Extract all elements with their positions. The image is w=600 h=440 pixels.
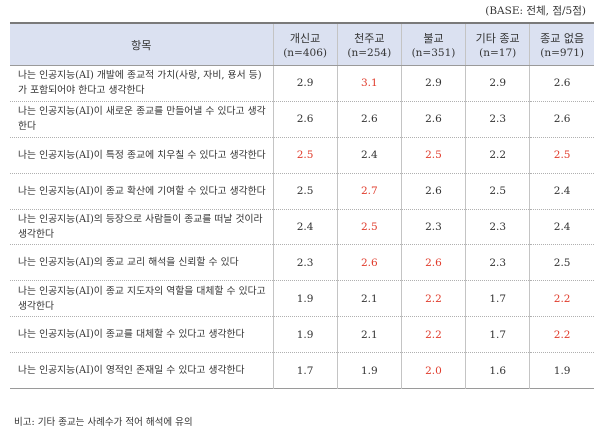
- survey-table: 항목 개신교 (n=406) 천주교 (n=254) 불교 (n=351) 기타 종교…: [10, 22, 594, 390]
- row-value: 1.6: [465, 352, 530, 389]
- table-row: 나는 인공지능(AI) 개발에 종교적 가치(사랑, 자비, 용서 등)가 포함…: [10, 65, 594, 102]
- row-item-text: 나는 인공지능(AI)이 영적인 존재일 수 있다고 생각한다: [18, 365, 245, 377]
- table-row: 나는 인공지능(AI)이 종교를 대체할 수 있다고 생각한다 1.9 2.1 2.2…: [10, 316, 594, 354]
- row-value: 2.6: [400, 101, 466, 138]
- column-name: 개신교: [289, 32, 321, 45]
- column-name: 천주교: [354, 32, 385, 45]
- row-value: 2.4: [529, 209, 594, 246]
- header-item-label: 항목: [10, 23, 274, 66]
- row-value: 2.6: [272, 101, 338, 138]
- row-value: 2.5: [465, 173, 530, 210]
- table-row: 나는 인공지능(AI)이 종교 지도자의 역할을 대체할 수 있다고 생각한다 1…: [10, 280, 594, 318]
- row-item-text: 나는 인공지능(AI)이 특정 종교에 치우칠 수 있다고 생각한다: [10, 137, 274, 174]
- header-column: 기타 종교 (n=17): [465, 23, 530, 66]
- row-value: 2.4: [529, 173, 594, 210]
- row-value: 2.3: [465, 101, 530, 138]
- row-item-text: 나는 인공지능(AI)이 종교 지도자의 역할을 대체할 수 있다고 생각한다: [10, 280, 274, 318]
- table-row: 나는 인공지능(AI)의 종교 교리 해석을 신뢰할 수 있다 2.3 2.6 2.6…: [10, 244, 594, 282]
- row-value: 2.7: [336, 173, 402, 210]
- row-value: 2.6: [529, 65, 594, 102]
- column-sample-size: (n=254): [347, 47, 392, 59]
- column-sample-size: (n=971): [540, 47, 585, 59]
- row-value: 2.9: [400, 65, 466, 102]
- row-item-text: 나는 인공지능(AI)이 종교를 대체할 수 있다고 생각한다: [10, 316, 274, 354]
- row-value: 2.9: [465, 65, 530, 102]
- header-column: 불교 (n=351): [400, 23, 466, 66]
- column-sample-size: (n=406): [283, 47, 327, 59]
- row-value: 1.9: [529, 352, 594, 389]
- column-name: 불교: [423, 32, 444, 45]
- row-value: 2.5: [272, 137, 338, 174]
- header-column: 종교 없음 (n=971): [529, 23, 594, 66]
- table-body: 나는 인공지능(AI) 개발에 종교적 가치(사랑, 자비, 용서 등)가 포함…: [10, 65, 594, 389]
- row-value: 2.0: [400, 352, 466, 389]
- row-value: 2.2: [465, 137, 530, 174]
- row-value: 1.9: [336, 352, 402, 389]
- row-value: 2.3: [400, 209, 466, 246]
- table-row: 나는 인공지능(AI)이 영적인 존재일 수 있다고 생각한다 1.7 1.9 2.0…: [10, 352, 594, 389]
- row-value: 1.7: [272, 352, 338, 389]
- table-row: 나는 인공지능(AI)이 새로운 종교를 만들어낼 수 있다고 생각한다 2.6 2…: [10, 101, 594, 138]
- row-value: 3.1: [336, 65, 402, 102]
- base-note: (BASE: 전체, 점/5점): [485, 5, 586, 17]
- row-value: 1.7: [465, 316, 530, 354]
- row-value: 2.5: [529, 137, 594, 174]
- row-value: 2.5: [272, 173, 338, 210]
- row-value: 2.4: [336, 137, 402, 174]
- row-value: 2.6: [336, 101, 402, 138]
- row-value: 2.5: [529, 244, 594, 282]
- row-value: 2.2: [400, 316, 466, 354]
- row-value: 1.9: [272, 280, 338, 318]
- table-row: 나는 인공지능(AI)이 특정 종교에 치우칠 수 있다고 생각한다 2.5 2.4…: [10, 137, 594, 174]
- row-value: 2.6: [400, 173, 466, 210]
- footnote: 비고: 기타 종교는 사례수가 적어 해석에 유의: [14, 417, 193, 428]
- column-name: 기타 종교: [475, 32, 520, 45]
- row-value: 2.2: [529, 316, 594, 354]
- row-value: 2.1: [336, 316, 402, 354]
- row-value: 2.5: [400, 137, 466, 174]
- row-value: 2.2: [529, 280, 594, 318]
- column-name: 종교 없음: [540, 32, 585, 45]
- row-value: 2.6: [529, 101, 594, 138]
- row-value: 2.3: [465, 244, 530, 282]
- column-sample-size: (n=17): [479, 47, 517, 59]
- row-value: 2.4: [272, 209, 338, 246]
- row-value: 1.7: [465, 280, 530, 318]
- row-item-text: 나는 인공지능(AI)이 종교 확산에 기여할 수 있다고 생각한다: [10, 173, 274, 210]
- row-value: 2.3: [465, 209, 530, 246]
- row-item-text: 나는 인공지능(AI)의 등장으로 사람들이 종교를 떠날 것이라 생각한다: [10, 209, 274, 246]
- row-value: 1.9: [272, 316, 338, 354]
- row-value: 2.1: [336, 280, 402, 318]
- table-row: 나는 인공지능(AI)의 등장으로 사람들이 종교를 떠날 것이라 생각한다 2.…: [10, 209, 594, 246]
- header-column: 개신교 (n=406): [272, 23, 338, 66]
- table-row: 나는 인공지능(AI)이 종교 확산에 기여할 수 있다고 생각한다 2.5 2.7…: [10, 173, 594, 210]
- column-sample-size: (n=351): [411, 47, 456, 59]
- row-value: 2.5: [336, 209, 402, 246]
- row-value: 2.2: [400, 280, 466, 318]
- row-item-text: 나는 인공지능(AI) 개발에 종교적 가치(사랑, 자비, 용서 등)가 포함…: [10, 65, 274, 102]
- row-value: 2.3: [272, 244, 338, 282]
- header-column: 천주교 (n=254): [336, 23, 402, 66]
- row-item-text: 나는 인공지능(AI)의 종교 교리 해석을 신뢰할 수 있다: [10, 244, 274, 282]
- row-value: 2.6: [400, 244, 466, 282]
- row-value: 2.6: [336, 244, 402, 282]
- header-row: 항목 개신교 (n=406) 천주교 (n=254) 불교 (n=351) 기타 종교…: [10, 23, 594, 66]
- row-item-text: 나는 인공지능(AI)이 새로운 종교를 만들어낼 수 있다고 생각한다: [10, 101, 274, 138]
- row-value: 2.9: [272, 65, 338, 102]
